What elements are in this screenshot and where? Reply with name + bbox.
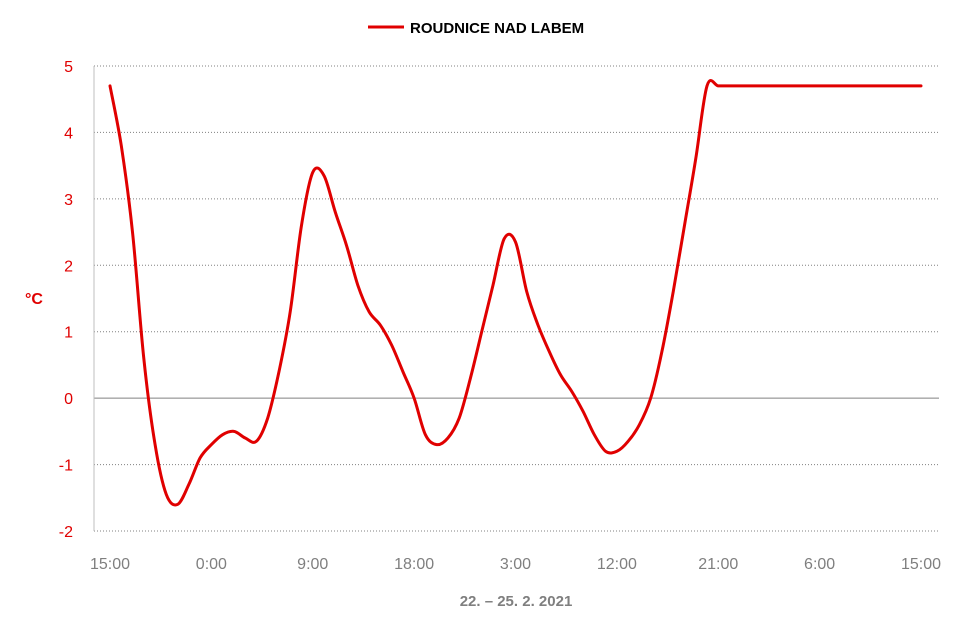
y-tick-label: 4 xyxy=(64,125,73,142)
x-tick-label: 3:00 xyxy=(500,556,531,573)
gridlines xyxy=(94,65,939,532)
legend-label: ROUDNICE NAD LABEM xyxy=(410,20,584,37)
legend: ROUDNICE NAD LABEM xyxy=(368,20,584,37)
series-line xyxy=(108,79,923,507)
x-axis-label: 22. – 25. 2. 2021 xyxy=(460,593,573,610)
x-tick-label: 18:00 xyxy=(394,556,434,573)
y-tick-label: 1 xyxy=(64,325,73,342)
y-tick-label: 3 xyxy=(64,192,73,209)
x-tick-label: 15:00 xyxy=(901,556,941,573)
y-tick-label: -1 xyxy=(59,458,73,475)
y-tick-labels: -2 -1 0 1 2 3 4 5 xyxy=(59,59,73,541)
y-axis-label: °C xyxy=(25,291,43,308)
x-tick-label: 21:00 xyxy=(698,556,738,573)
x-tick-label: 0:00 xyxy=(196,556,227,573)
y-tick-label: 5 xyxy=(64,59,73,76)
x-tick-label: 15:00 xyxy=(90,556,130,573)
axes xyxy=(93,66,939,531)
y-tick-label: 0 xyxy=(64,391,73,408)
x-tick-labels: 15:00 0:00 9:00 18:00 3:00 12:00 21:00 6:00 15:0… xyxy=(90,556,941,573)
y-tick-label: -2 xyxy=(59,524,73,541)
x-tick-label: 9:00 xyxy=(297,556,328,573)
x-tick-label: 6:00 xyxy=(804,556,835,573)
series-group xyxy=(108,79,923,507)
x-tick-label: 12:00 xyxy=(597,556,637,573)
y-tick-label: 2 xyxy=(64,258,73,275)
